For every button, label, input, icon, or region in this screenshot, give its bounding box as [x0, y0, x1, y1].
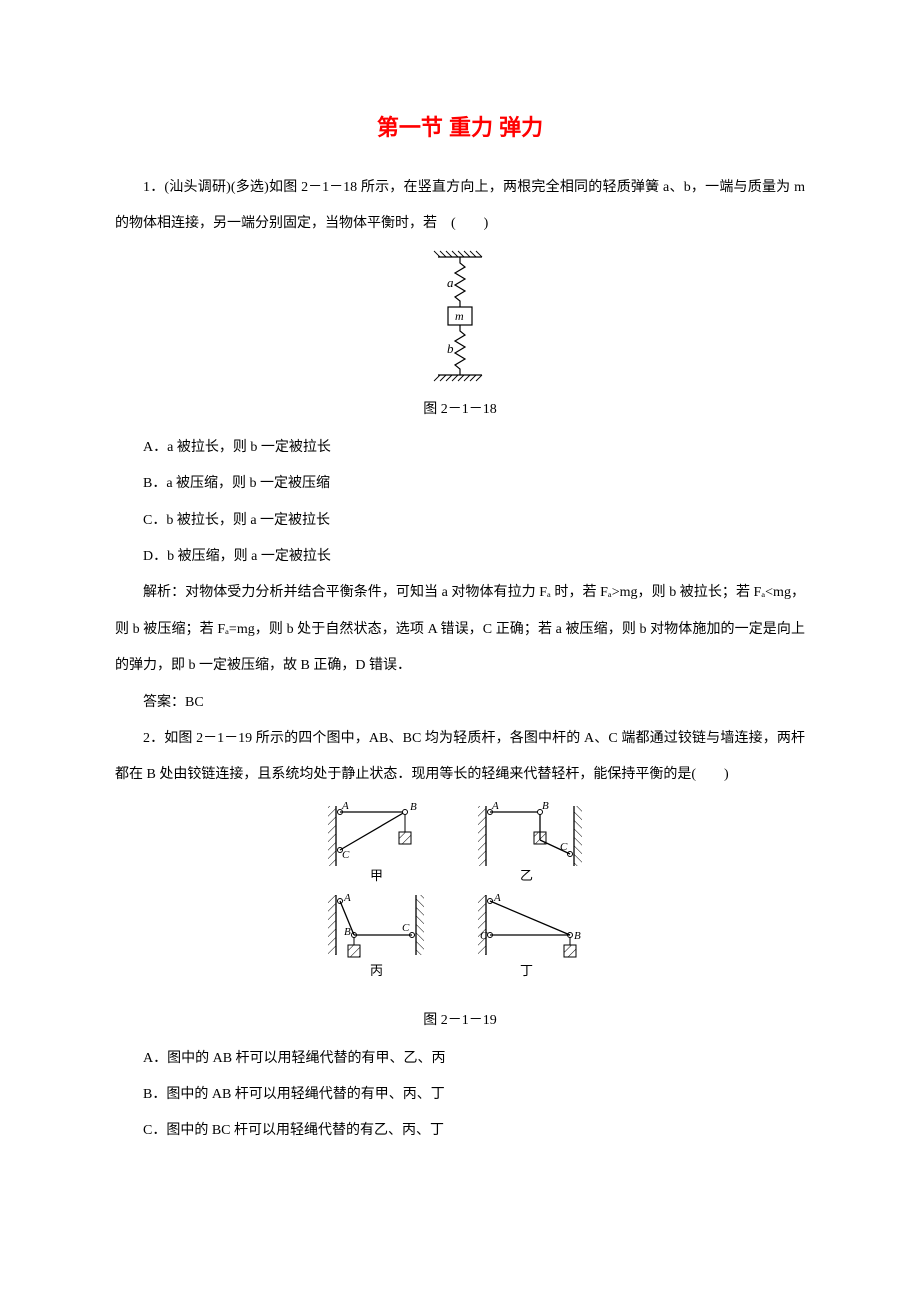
q2-opt-b: B．图中的 AB 杆可以用轻绳代替的有甲、丙、丁 — [115, 1077, 805, 1113]
rod-ab-ding — [490, 901, 570, 935]
pt-a-yi: A — [491, 800, 499, 812]
pt-c-ding: C — [480, 930, 488, 942]
label-bing: 丙 — [370, 963, 383, 978]
spring-b — [455, 325, 465, 375]
pt-c-bing: C — [402, 922, 410, 934]
spring-mass-diagram: a m b — [420, 249, 500, 389]
q2-opt-a: A．图中的 AB 杆可以用轻绳代替的有甲、乙、丙 — [115, 1041, 805, 1077]
pt-a-ding: A — [493, 892, 501, 904]
weight-bing — [348, 945, 360, 957]
weight-yi — [534, 832, 546, 844]
label-a: a — [447, 275, 454, 290]
wall-right-yi — [574, 806, 582, 866]
q2-fig-label: 图 2－1－19 — [115, 1009, 805, 1029]
rod-bc-jia — [340, 812, 405, 850]
panel-bing: A B C 丙 — [328, 892, 424, 978]
weight-jia — [399, 832, 411, 844]
pt-b-bing: B — [344, 926, 351, 938]
q1-opt-d: D．b 被压缩，则 a 一定被拉长 — [115, 539, 805, 575]
doc-title: 第一节 重力 弹力 — [115, 110, 805, 142]
weight-ding — [564, 945, 576, 957]
pt-b-ding: B — [574, 930, 581, 942]
q2-stem: 2．如图 2－1－19 所示的四个图中，AB、BC 均为轻质杆，各图中杆的 A、… — [115, 721, 805, 794]
q1-fig-label: 图 2－1－18 — [115, 398, 805, 418]
q1-figure: a m b — [115, 249, 805, 394]
q1-stem: 1．(汕头调研)(多选)如图 2－1－18 所示，在竖直方向上，两根完全相同的轻… — [115, 170, 805, 243]
pt-b-jia: B — [410, 801, 417, 813]
hinge-b-jia — [403, 809, 408, 814]
q1-solution: 解析：对物体受力分析并结合平衡条件，可知当 a 对物体有拉力 Fₐ 时，若 Fₐ… — [115, 575, 805, 684]
q1-opt-a: A．a 被拉长，则 b 一定被拉长 — [115, 430, 805, 466]
ceiling-hatch — [434, 251, 482, 257]
wall-jia — [328, 806, 336, 866]
pt-c-yi: C — [560, 841, 568, 853]
spring-a — [455, 257, 465, 307]
wall-right-bing — [416, 895, 424, 955]
pt-a-bing: A — [343, 892, 351, 904]
pt-b-yi: B — [542, 800, 549, 812]
wall-left-yi — [478, 806, 486, 866]
panel-jia: A B C 甲 — [328, 800, 417, 883]
panel-yi: A B C 乙 — [478, 800, 582, 883]
label-b: b — [447, 341, 454, 356]
label-m: m — [455, 309, 464, 323]
label-yi: 乙 — [520, 868, 533, 883]
label-jia: 甲 — [370, 868, 383, 883]
wall-ding — [478, 895, 486, 955]
q2-opt-c: C．图中的 BC 杆可以用轻绳代替的有乙、丙、丁 — [115, 1113, 805, 1149]
panel-ding: A B C 丁 — [478, 892, 581, 978]
page: 第一节 重力 弹力 1．(汕头调研)(多选)如图 2－1－18 所示，在竖直方向… — [0, 0, 920, 1302]
rods-diagram: A B C 甲 A B C — [310, 800, 610, 1000]
q1-opt-b: B．a 被压缩，则 b 一定被压缩 — [115, 466, 805, 502]
label-ding: 丁 — [520, 963, 533, 978]
ground-hatch — [434, 375, 482, 381]
pt-c-jia: C — [342, 849, 350, 861]
q1-answer: 答案：BC — [115, 685, 805, 721]
q2-figure: A B C 甲 A B C — [115, 800, 805, 1005]
q1-opt-c: C．b 被拉长，则 a 一定被拉长 — [115, 503, 805, 539]
wall-left-bing — [328, 895, 336, 955]
pt-a-jia: A — [341, 800, 349, 812]
